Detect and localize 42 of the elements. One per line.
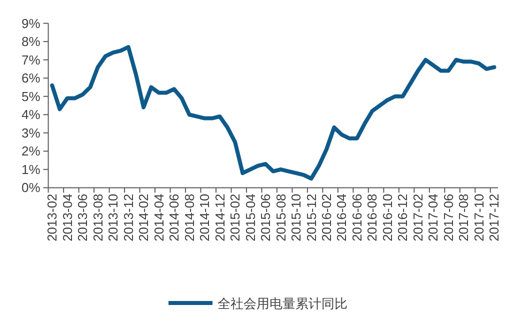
x-tick-label: 2013-02 bbox=[44, 194, 60, 242]
x-tick-label: 2016-02 bbox=[319, 194, 334, 242]
x-tick-label: 2015-06 bbox=[258, 194, 274, 242]
x-tick-label: 2014-10 bbox=[197, 194, 212, 242]
x-tick-label: 2016-12 bbox=[395, 194, 410, 242]
x-tick-label: 2015-10 bbox=[288, 194, 304, 242]
x-tick-label: 2016-10 bbox=[380, 194, 395, 242]
x-tick-label: 2013-06 bbox=[75, 194, 90, 242]
y-tick-label: 2% bbox=[22, 144, 41, 159]
x-tick-label: 2015-04 bbox=[242, 194, 258, 242]
y-tick-label: 7% bbox=[22, 52, 41, 68]
y-tick-label: 9% bbox=[22, 16, 41, 31]
x-tick-label: 2017-12 bbox=[486, 194, 502, 242]
x-tick-label: 2013-10 bbox=[106, 194, 121, 242]
y-tick-label: 3% bbox=[22, 125, 41, 140]
legend-label: 全社会用电量累计同比 bbox=[218, 296, 348, 311]
y-tick-label: 1% bbox=[22, 162, 41, 177]
x-tick-label: 2015-08 bbox=[273, 194, 288, 242]
x-tick-label: 2015-02 bbox=[228, 194, 243, 242]
y-tick-label: 4% bbox=[22, 107, 41, 122]
x-tick-label: 2013-12 bbox=[120, 194, 136, 242]
x-tick-label: 2017-02 bbox=[410, 194, 426, 242]
x-tick-label: 2013-04 bbox=[60, 194, 75, 242]
x-tick-label: 2016-04 bbox=[334, 194, 350, 242]
y-tick-label: 5% bbox=[22, 88, 41, 104]
x-tick-label: 2017-10 bbox=[471, 194, 486, 242]
x-tick-label: 2013-08 bbox=[90, 194, 106, 242]
x-tick-label: 2017-04 bbox=[426, 194, 441, 242]
x-tick-label: 2017-06 bbox=[440, 194, 456, 242]
x-tick-label: 2014-08 bbox=[182, 194, 197, 242]
y-tick-label: 8% bbox=[22, 34, 41, 50]
y-tick-label: 0% bbox=[22, 180, 41, 196]
x-tick-label: 2014-06 bbox=[166, 194, 182, 242]
x-tick-label: 2016-08 bbox=[364, 194, 380, 242]
x-tick-label: 2017-08 bbox=[456, 194, 472, 242]
x-tick-label: 2014-12 bbox=[212, 194, 228, 242]
line-series bbox=[50, 45, 496, 181]
y-tick-label: 6% bbox=[22, 70, 41, 86]
x-tick-label: 2016-06 bbox=[349, 194, 364, 242]
x-tick-label: 2014-02 bbox=[136, 194, 152, 242]
x-tick-label: 2014-04 bbox=[151, 194, 166, 242]
x-tick-label: 2015-12 bbox=[304, 194, 319, 242]
